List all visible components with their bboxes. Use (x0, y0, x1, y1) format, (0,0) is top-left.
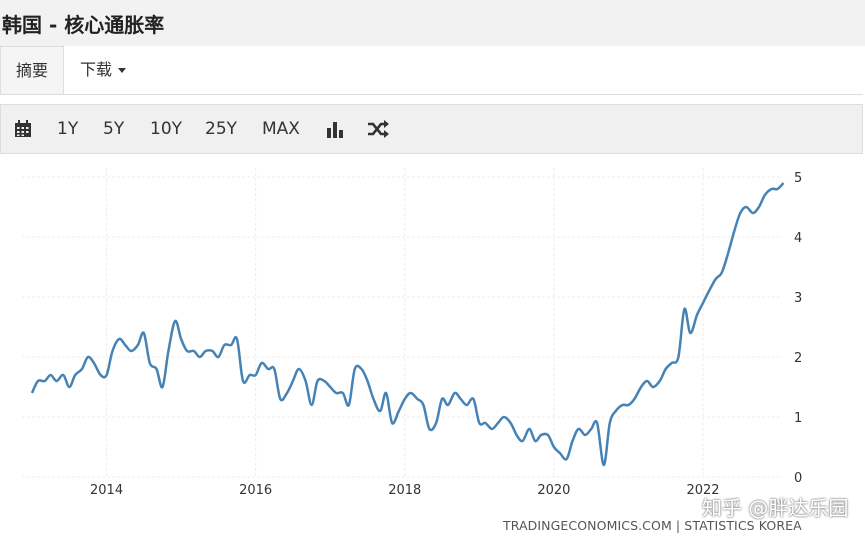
tab-summary[interactable]: 摘要 (0, 46, 64, 94)
tab-download[interactable]: 下载 (80, 46, 127, 94)
watermark: 知乎 @胖达乐园 (702, 496, 849, 520)
caret-down-icon (118, 68, 127, 73)
chart-area: 0 1 2 3 4 5 2014 2016 2018 2020 2022 (22, 168, 802, 498)
title-bar: 韩国 - 核心通胀率 (0, 0, 865, 46)
range-10y-button[interactable]: 10Y (150, 119, 183, 139)
calendar-icon[interactable] (14, 120, 32, 138)
x-axis-ticks: 2014 2016 2018 2020 2022 (90, 483, 720, 498)
x-tick-label: 2016 (239, 483, 272, 498)
range-1y-button[interactable]: 1Y (57, 119, 79, 139)
y-tick-label: 1 (794, 411, 802, 426)
y-tick-label: 0 (794, 471, 802, 486)
x-tick-label: 2020 (537, 483, 570, 498)
y-tick-label: 5 (794, 171, 802, 186)
tab-download-label: 下载 (80, 60, 113, 79)
x-tick-label: 2022 (686, 483, 719, 498)
gridlines (22, 168, 780, 478)
chart-toolbar: 1Y 5Y 10Y 25Y MAX (0, 104, 863, 154)
y-axis-ticks: 0 1 2 3 4 5 (794, 171, 802, 486)
y-tick-label: 2 (794, 351, 802, 366)
range-5y-button[interactable]: 5Y (103, 119, 125, 139)
y-tick-label: 4 (794, 231, 802, 246)
range-max-button[interactable]: MAX (262, 119, 300, 139)
series-line (30, 182, 785, 467)
source-credit: TRADINGECONOMICS.COM | STATISTICS KOREA (503, 518, 802, 533)
bar-chart-icon[interactable] (326, 121, 344, 138)
y-tick-label: 3 (794, 291, 802, 306)
tab-bar: 摘要 下载 (0, 46, 863, 95)
range-25y-button[interactable]: 25Y (205, 119, 238, 139)
series-line-group (30, 182, 785, 467)
page-title: 韩国 - 核心通胀率 (2, 13, 165, 37)
x-tick-label: 2018 (388, 483, 421, 498)
shuffle-icon[interactable] (367, 120, 389, 138)
x-tick-label: 2014 (90, 483, 123, 498)
